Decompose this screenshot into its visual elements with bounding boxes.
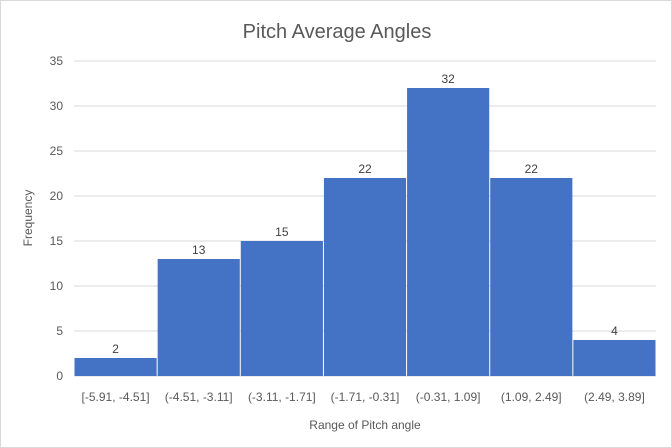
data-label: 4 — [611, 324, 618, 338]
bars — [74, 88, 656, 376]
x-tick-label: (-4.51, -3.11] — [165, 390, 233, 404]
x-tick-label: [-5.91, -4.51] — [82, 390, 150, 404]
data-label: 22 — [525, 162, 539, 176]
bar — [490, 178, 573, 376]
bar — [157, 259, 240, 376]
data-label: 15 — [275, 225, 289, 239]
x-tick-label: (-0.31, 1.09] — [416, 390, 481, 404]
y-tick-label: 35 — [50, 54, 64, 68]
x-tick-label: (1.09, 2.49] — [501, 390, 562, 404]
x-tick-label: (-1.71, -0.31] — [331, 390, 400, 404]
bar — [74, 358, 157, 376]
y-tick-label: 25 — [50, 144, 64, 158]
y-tick-label: 10 — [50, 279, 64, 293]
y-tick-label: 5 — [56, 324, 63, 338]
x-tick-label: (-3.11, -1.71] — [248, 390, 316, 404]
data-label: 22 — [358, 162, 372, 176]
x-tick-label: (2.49, 3.89] — [584, 390, 645, 404]
data-label: 13 — [192, 243, 206, 257]
y-axis-ticks: 0 5 10 15 20 25 30 35 — [50, 54, 64, 383]
y-axis-title: Frequency — [21, 190, 35, 247]
y-tick-label: 15 — [50, 234, 64, 248]
y-tick-label: 30 — [50, 99, 64, 113]
y-tick-label: 0 — [56, 369, 63, 383]
x-axis-ticks: [-5.91, -4.51] (-4.51, -3.11] (-3.11, -1.7… — [82, 390, 645, 404]
bar — [323, 178, 407, 376]
bar — [573, 340, 656, 376]
bar — [407, 88, 490, 376]
bar — [240, 241, 323, 376]
y-tick-label: 20 — [50, 189, 64, 203]
data-label: 32 — [441, 72, 455, 86]
data-label: 2 — [112, 342, 119, 356]
data-labels: 2 13 15 22 32 22 4 — [112, 72, 618, 356]
x-axis-title: Range of Pitch angle — [309, 418, 421, 432]
chart-title: Pitch Average Angles — [243, 21, 432, 43]
